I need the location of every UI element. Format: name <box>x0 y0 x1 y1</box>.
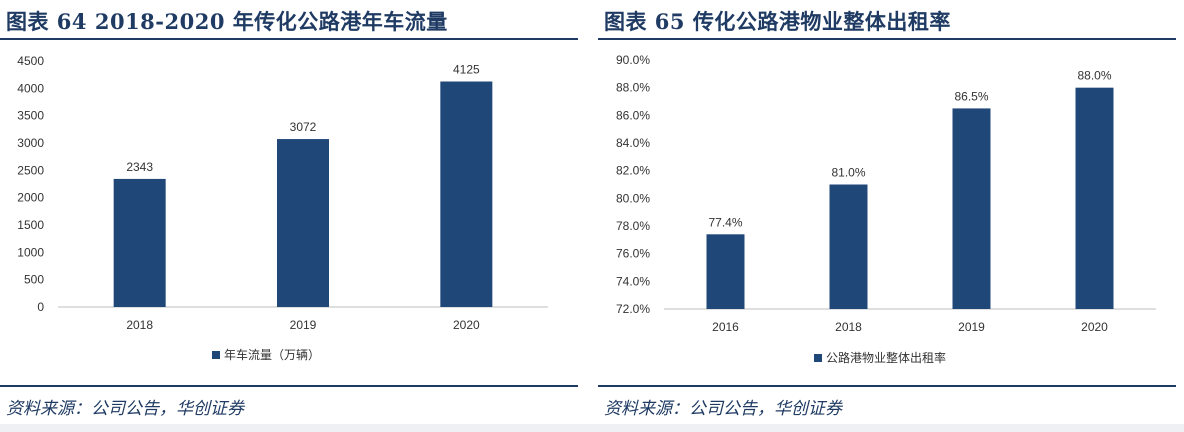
chart-title: 图表 64 2018-2020 年传化公路港年车流量 <box>6 9 448 34</box>
bar <box>706 234 745 309</box>
bar <box>113 178 166 307</box>
data-label: 4125 <box>453 63 480 77</box>
chart-panel-vehicle-flow: 图表 64 2018-2020 年传化公路港年车流量 0 500 1000 1500 2… <box>0 0 590 432</box>
source-note: 资料来源：公司公告，华创证券 <box>6 399 244 419</box>
y-tick-label: 2500 <box>17 163 44 177</box>
title-divider <box>0 38 578 40</box>
x-tick-label: 2020 <box>1081 320 1108 334</box>
y-tick-label: 1000 <box>17 245 44 259</box>
y-tick-label: 72.0% <box>616 302 650 316</box>
data-label: 88.0% <box>1077 69 1111 83</box>
y-tick-label: 500 <box>24 273 44 287</box>
data-label: 77.4% <box>708 215 742 229</box>
y-tick-label: 0 <box>37 300 44 314</box>
legend-label: 公路港物业整体出租率 <box>826 350 946 365</box>
bar <box>277 139 329 307</box>
y-tick-label: 88.0% <box>616 81 650 95</box>
x-tick-label: 2018 <box>126 318 153 332</box>
bar <box>952 108 991 310</box>
legend: 公路港物业整体出租率 <box>814 350 946 365</box>
source-divider <box>598 385 1176 387</box>
bar-chart-vehicle-flow: 0 500 1000 1500 2000 2500 3000 3500 4000 4500 2343… <box>17 54 548 362</box>
y-tick-label: 2000 <box>17 191 44 205</box>
y-tick-label: 84.0% <box>616 136 650 150</box>
y-tick-label: 80.0% <box>616 191 650 205</box>
legend: 年车流量（万辆） <box>212 347 320 362</box>
y-tick-label: 3500 <box>17 109 44 123</box>
x-tick-label: 2020 <box>453 318 480 332</box>
chart-title: 图表 65 传化公路港物业整体出租率 <box>604 9 951 34</box>
legend-swatch <box>814 354 822 362</box>
y-tick-label: 86.0% <box>616 108 650 122</box>
source-divider <box>0 385 578 387</box>
x-tick-label: 2019 <box>290 318 317 332</box>
y-tick-label: 74.0% <box>616 274 650 288</box>
y-tick-label: 78.0% <box>616 219 650 233</box>
y-tick-label: 90.0% <box>616 53 650 67</box>
data-label: 2343 <box>126 160 153 174</box>
data-label: 3072 <box>290 120 317 134</box>
x-tick-label: 2018 <box>835 320 862 334</box>
y-tick-label: 76.0% <box>616 247 650 261</box>
bar <box>1075 87 1114 309</box>
y-tick-label: 4500 <box>17 54 44 68</box>
y-tick-label: 1500 <box>17 218 44 232</box>
bar-chart-occupancy-rate: 72.0% 74.0% 76.0% 78.0% 80.0% 82.0% 84.0% 86.0%… <box>616 53 1156 365</box>
source-note: 资料来源：公司公告，华创证券 <box>604 399 842 419</box>
y-tick-label: 3000 <box>17 136 44 150</box>
legend-swatch <box>212 351 220 359</box>
data-label: 81.0% <box>831 166 865 180</box>
title-divider <box>598 38 1176 40</box>
y-tick-label: 4000 <box>17 81 44 95</box>
bar <box>829 184 868 309</box>
page-bottom-strip <box>0 424 1184 432</box>
chart-panel-occupancy-rate: 图表 65 传化公路港物业整体出租率 72.0% 74.0% 76.0% 78.0% 8… <box>598 0 1184 432</box>
bar <box>440 81 493 307</box>
x-tick-label: 2016 <box>712 320 739 334</box>
data-label: 86.5% <box>954 89 988 103</box>
y-tick-label: 82.0% <box>616 164 650 178</box>
legend-label: 年车流量（万辆） <box>224 347 320 362</box>
x-tick-label: 2019 <box>958 320 985 334</box>
